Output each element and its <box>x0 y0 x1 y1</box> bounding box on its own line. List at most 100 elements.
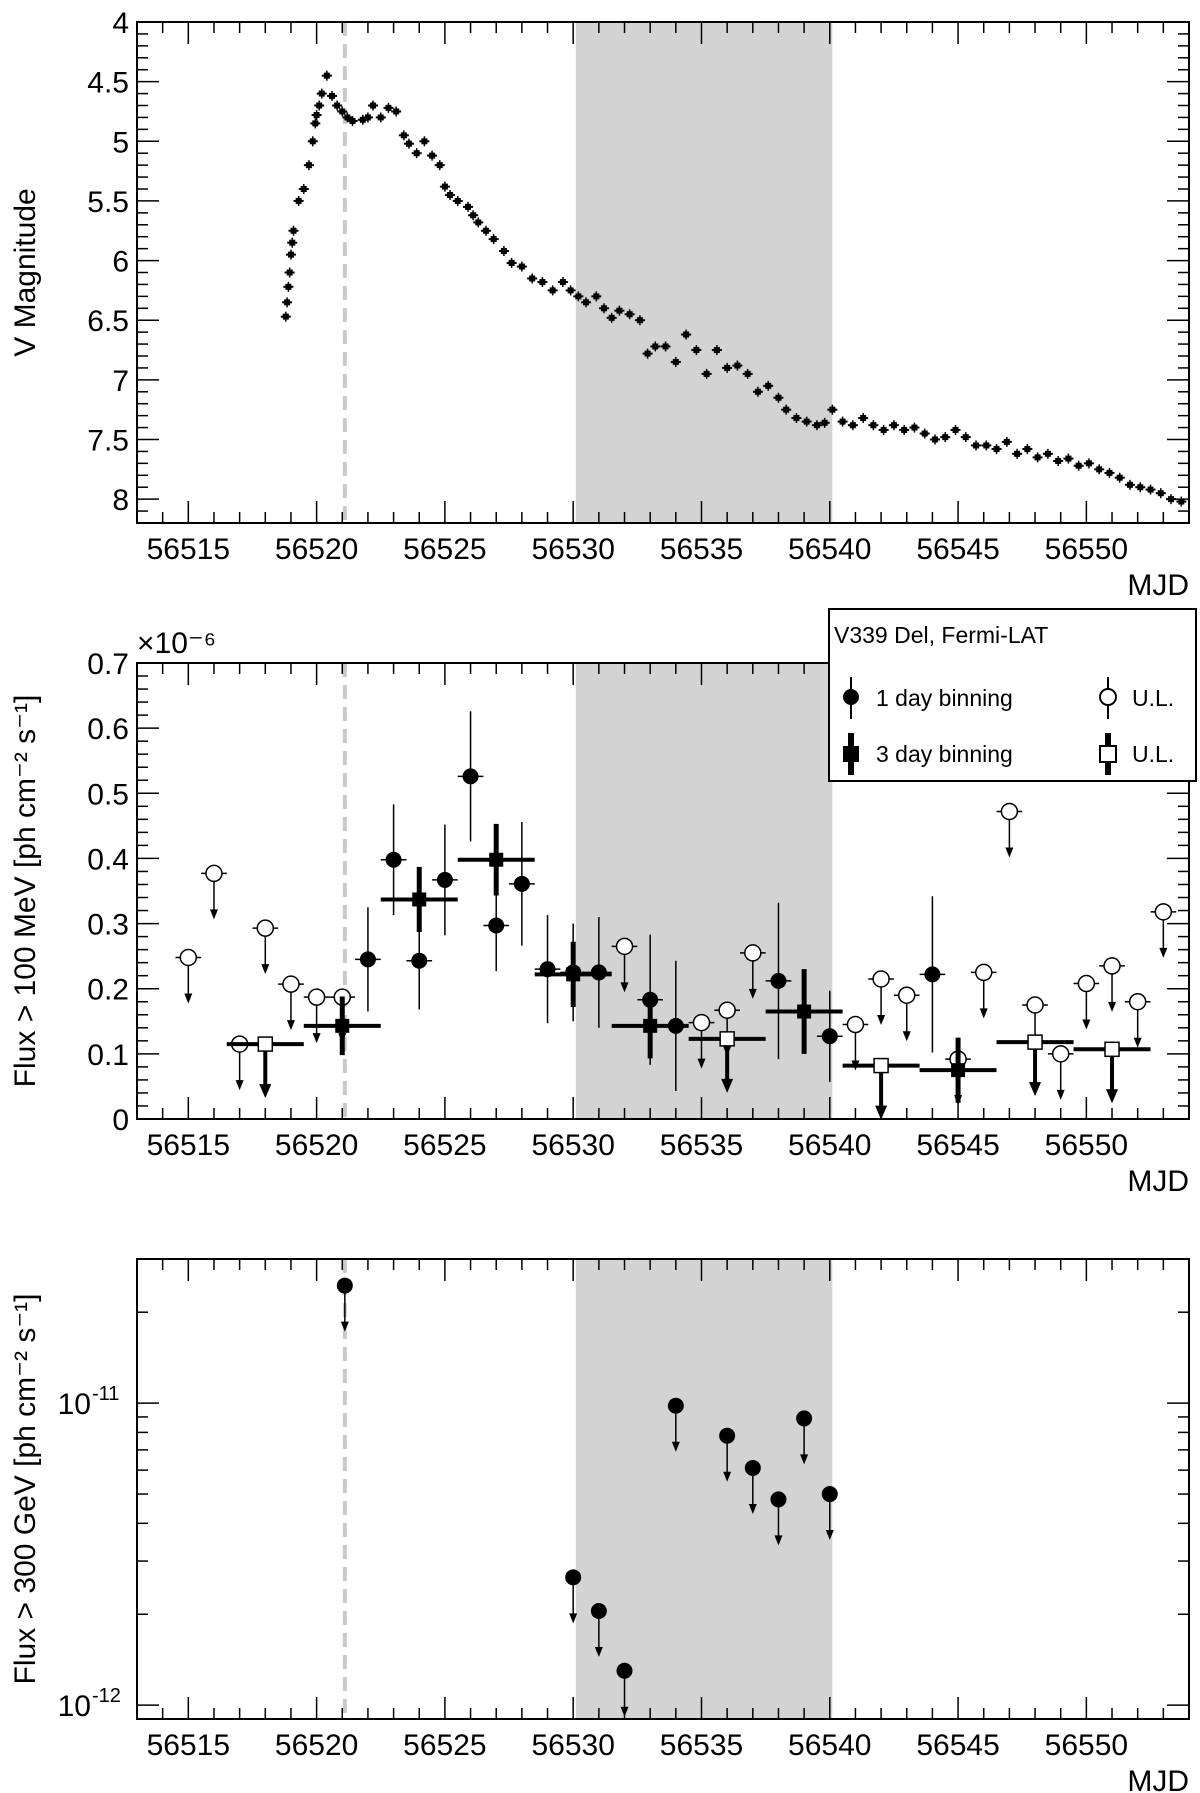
y-tick-label: 4.5 <box>87 67 129 100</box>
data-point <box>691 345 702 356</box>
point-marker <box>880 426 887 433</box>
point-marker <box>336 1277 353 1294</box>
data-point <box>606 312 617 323</box>
1day-upper-limit <box>1047 1045 1074 1100</box>
arrow-head <box>259 1084 272 1099</box>
vhe-upper-limit <box>616 1662 633 1717</box>
x-tick-label: 56550 <box>1045 1129 1128 1162</box>
data-point <box>827 404 838 415</box>
point-marker <box>565 1569 582 1586</box>
data-point <box>670 356 681 367</box>
1day-upper-limit <box>1099 957 1125 1012</box>
data-point <box>940 432 951 443</box>
point-marker <box>911 424 918 431</box>
point-marker <box>683 331 690 338</box>
arrow-head <box>594 1647 603 1658</box>
arrow-head <box>800 1454 809 1465</box>
1day-upper-limit <box>201 864 227 920</box>
data-point <box>1104 467 1115 478</box>
vhe-upper-limit <box>719 1427 736 1482</box>
point-marker <box>489 852 504 867</box>
x-tick-label: 56550 <box>1045 1729 1128 1762</box>
point-marker <box>318 90 325 97</box>
data-point <box>781 404 792 415</box>
data-point <box>919 428 930 439</box>
data-point <box>681 329 692 340</box>
data-point <box>732 360 743 371</box>
data-point <box>660 341 671 352</box>
data-point <box>473 217 484 228</box>
data-point <box>742 368 753 379</box>
point-marker <box>1168 496 1175 503</box>
data-point <box>283 281 294 292</box>
point-marker <box>1157 490 1164 497</box>
data-point <box>368 100 379 111</box>
point-marker <box>734 362 741 369</box>
point-marker <box>983 442 990 449</box>
legend: V339 Del, Fermi-LAT 1 day binning U.L. 3… <box>828 608 1197 782</box>
point-marker <box>942 434 949 441</box>
point-marker <box>313 112 320 119</box>
data-point <box>960 432 971 443</box>
1day-upper-limit <box>868 970 894 1025</box>
data-point <box>547 285 558 296</box>
point-marker <box>290 227 297 234</box>
data-point <box>337 106 348 117</box>
v-magnitude-panel: 56515 56520 56525 56530 56535 56540 56545 56550… <box>9 7 1190 602</box>
3day-upper-limit <box>688 1031 766 1093</box>
point-marker <box>436 871 453 888</box>
legend-marker-3day-ul <box>1099 733 1117 775</box>
point-marker <box>770 972 787 989</box>
point-marker <box>370 102 377 109</box>
x-tick-label: 56525 <box>403 1729 486 1762</box>
point-marker <box>1103 957 1121 975</box>
data-point <box>847 420 858 431</box>
3day-upper-limit <box>1073 1041 1151 1104</box>
y-tick-label: 7 <box>112 365 129 398</box>
point-marker <box>257 1036 274 1052</box>
arrow-head <box>569 1613 578 1624</box>
x-tick-label: 56535 <box>660 1129 743 1162</box>
y-tick-exp: -11 <box>92 1383 119 1405</box>
data-point <box>1001 436 1012 447</box>
point-marker <box>803 418 810 425</box>
legend-label-1day-ul: U.L. <box>1132 685 1174 711</box>
arrow-head <box>877 1014 886 1025</box>
data-point <box>801 416 812 427</box>
y-axis-title: V Magnitude <box>9 188 42 356</box>
x-tick-label: 56520 <box>275 533 358 566</box>
1day-upper-limit <box>1073 974 1100 1030</box>
data-point <box>398 130 409 141</box>
x-axis-title: MJD <box>1127 1165 1189 1198</box>
legend-title: V339 Del, Fermi-LAT <box>834 622 1048 648</box>
point-marker <box>500 248 507 255</box>
point-marker <box>931 436 938 443</box>
point-marker <box>765 382 772 389</box>
x-tick-label: 56535 <box>660 533 743 566</box>
arrow-head <box>697 1058 706 1069</box>
point-marker <box>284 299 291 306</box>
point-marker <box>286 269 293 276</box>
x-tick-label: 56530 <box>531 1129 614 1162</box>
point-marker <box>719 1427 736 1444</box>
1day-upper-limit <box>970 963 997 1019</box>
data-point <box>763 380 774 391</box>
point-marker <box>600 305 607 312</box>
x-tick-label: 56545 <box>916 1729 999 1762</box>
data-point <box>375 112 386 123</box>
point-marker <box>205 864 223 883</box>
arrow-head <box>1159 947 1168 958</box>
arrow-head <box>1082 1019 1091 1030</box>
y-tick-label: 0.1 <box>87 1039 129 1072</box>
arrow-head <box>721 1078 734 1093</box>
x-tick-label: 56540 <box>788 1129 871 1162</box>
point-marker <box>413 150 420 157</box>
point-marker <box>349 118 356 125</box>
data-point <box>1042 448 1053 459</box>
point-marker <box>724 364 731 371</box>
data-point <box>452 195 463 206</box>
y-tick-label: 6.5 <box>87 305 129 338</box>
data-point <box>634 315 645 326</box>
vhe-upper-limit <box>667 1397 684 1452</box>
arrow-head <box>620 1706 629 1717</box>
